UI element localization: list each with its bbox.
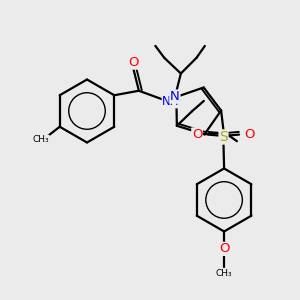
Text: O: O <box>128 56 139 69</box>
Text: O: O <box>192 128 202 141</box>
Text: N: N <box>170 90 180 103</box>
Text: O: O <box>219 242 229 255</box>
Text: CH₃: CH₃ <box>216 269 232 278</box>
Text: CH₃: CH₃ <box>32 135 49 144</box>
Text: S: S <box>219 130 228 144</box>
Text: O: O <box>244 128 255 141</box>
Text: NH: NH <box>162 95 180 108</box>
